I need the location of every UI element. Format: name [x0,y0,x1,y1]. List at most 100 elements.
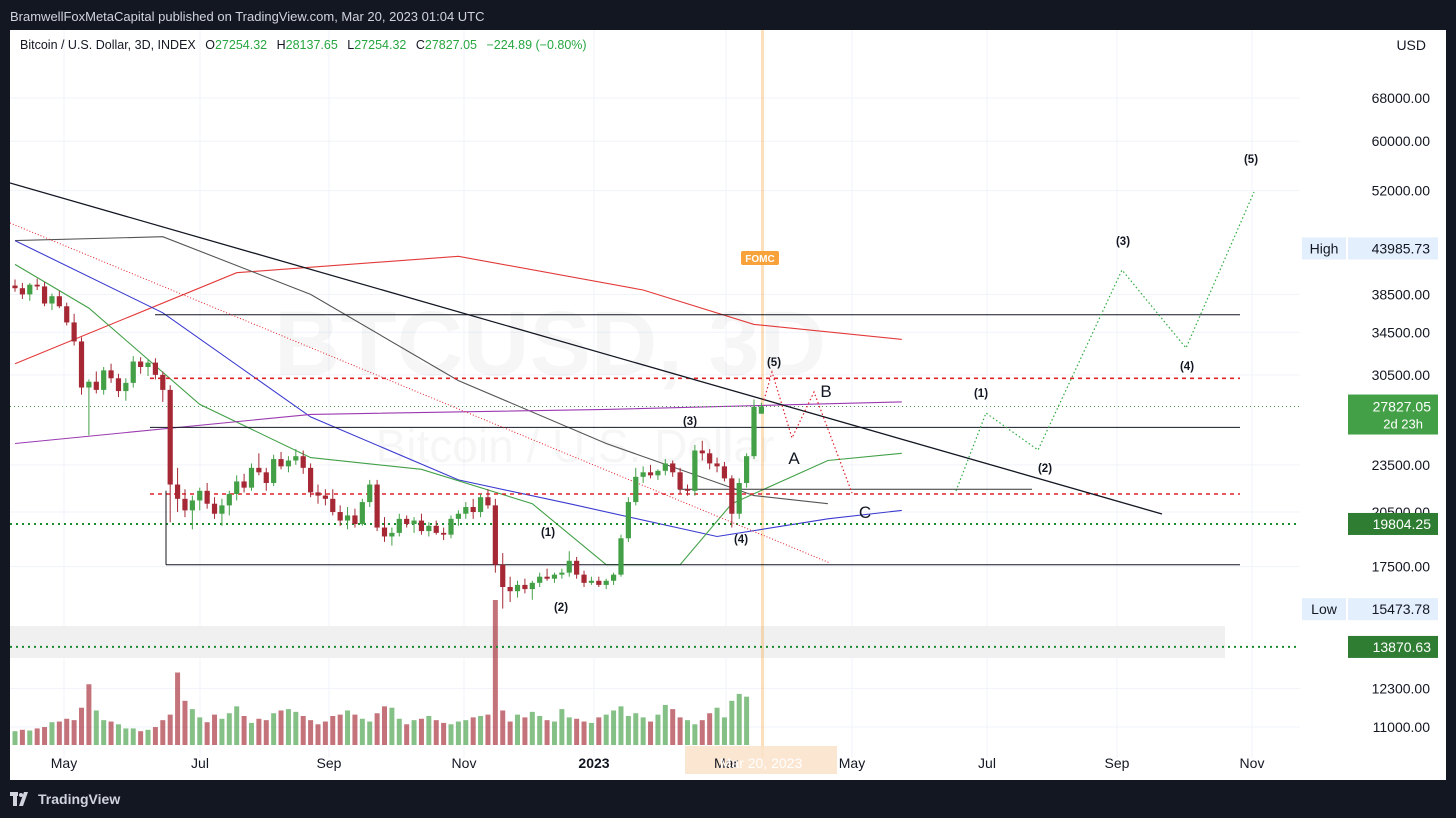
event-label: FOMC [745,254,774,265]
candle-body [71,322,77,342]
volume-bar [300,716,306,745]
volume-bar [234,706,240,745]
candle-body [34,284,40,287]
candle-body [49,296,55,304]
candle-body [441,532,447,535]
level-badge-value: 13870.63 [1373,639,1432,655]
candle-body [138,361,144,368]
y-tick-label: 68000.00 [1372,90,1431,106]
symbol-label: Bitcoin / U.S. Dollar, 3D, INDEX [20,38,196,52]
candle-body [633,476,639,503]
volume-bar [93,710,99,745]
volume-bar [359,718,365,745]
candle-body [603,580,609,585]
candle-body [485,497,491,506]
candle-body [78,341,85,388]
footer-bar [0,780,1456,818]
volume-bar [640,717,646,745]
y-tick-label: 23500.00 [1372,457,1431,473]
tradingview-logo-icon [10,792,28,806]
volume-bar [707,713,713,745]
volume-bar [684,720,690,745]
brand-label: TradingView [38,791,121,807]
candle-body [492,505,498,565]
volume-bar [86,684,92,745]
candle-body [56,296,62,307]
candle-body [300,456,306,468]
wave-label: (5) [1244,154,1258,166]
volume-bar [500,710,506,745]
candle-body [211,503,218,514]
candle-body [219,505,225,514]
volume-bar [130,728,136,745]
volume-bar [470,717,476,745]
volume-bar [382,706,387,745]
volume-bar [248,722,254,745]
event-date-badge-bg [685,746,837,774]
x-tick-label: Nov [452,755,477,771]
candle-body [389,532,395,537]
candle-body [108,370,114,379]
volume-bar [411,720,417,745]
volume-bar [404,724,410,745]
range-badge-label-bg [1302,237,1346,260]
candle-body [744,456,750,483]
wave-label: (2) [1038,463,1052,475]
candle-body [448,518,454,535]
close-label: C [415,38,425,52]
volume-bar [115,724,121,745]
x-tick-label: Nov [1240,755,1265,771]
volume-bar [574,718,580,745]
range-badge-label: Low [1311,601,1338,617]
candle-body [86,381,92,388]
wave-label: A [788,449,800,468]
y-tick-label: 38500.00 [1372,286,1431,302]
candle-body [566,560,572,573]
candle-body [182,498,188,511]
candle-body [507,586,513,592]
volume-bar [145,729,151,745]
candle-body [751,406,757,457]
volume-bar [625,716,631,745]
volume-bar [692,724,698,745]
open-label: O [205,38,215,52]
candle-body [174,484,181,499]
candle-body [655,470,661,476]
wave-label: (1) [974,388,988,400]
candle-body [167,389,173,485]
wave-label: B [820,382,831,401]
chart-frame[interactable]: BTCUSD, 3D Bitcoin / U.S. Dollar FOMC (1) (2… [10,30,1446,780]
volume-bar [367,721,373,745]
wave-label: (4) [1180,361,1194,373]
event-badge [741,251,779,265]
candle-body [418,520,425,532]
change-value: −224.89 (−0.80%) [486,38,587,52]
volume-bar [315,724,321,745]
projection-path-abc [763,369,853,494]
volume-bar [71,720,77,745]
volume-bar [263,720,269,745]
candle-body [197,490,203,501]
volume-bar [197,717,203,745]
candle-body [721,466,728,479]
candle-body [396,518,402,533]
candle-body [101,370,107,390]
volume-bar [189,709,195,745]
publisher-bar: BramwellFoxMetaCapital published on Trad… [0,0,1456,30]
volume-bar [655,714,661,745]
volume-bar [374,713,380,745]
range-badge-value-bg [1348,237,1438,260]
tradingview-brand[interactable]: TradingView [10,791,120,807]
candle-body [344,515,351,521]
candle-body [352,515,358,525]
y-tick-label: 34500.00 [1372,324,1431,340]
volume-bar [108,721,114,745]
range-badge-label: High [1310,240,1339,256]
volume-bar [204,722,210,745]
candle-body [359,502,365,525]
candle-body [308,467,314,493]
candle-body [699,450,705,454]
candle-body [433,525,439,533]
volume-bar [492,600,498,745]
